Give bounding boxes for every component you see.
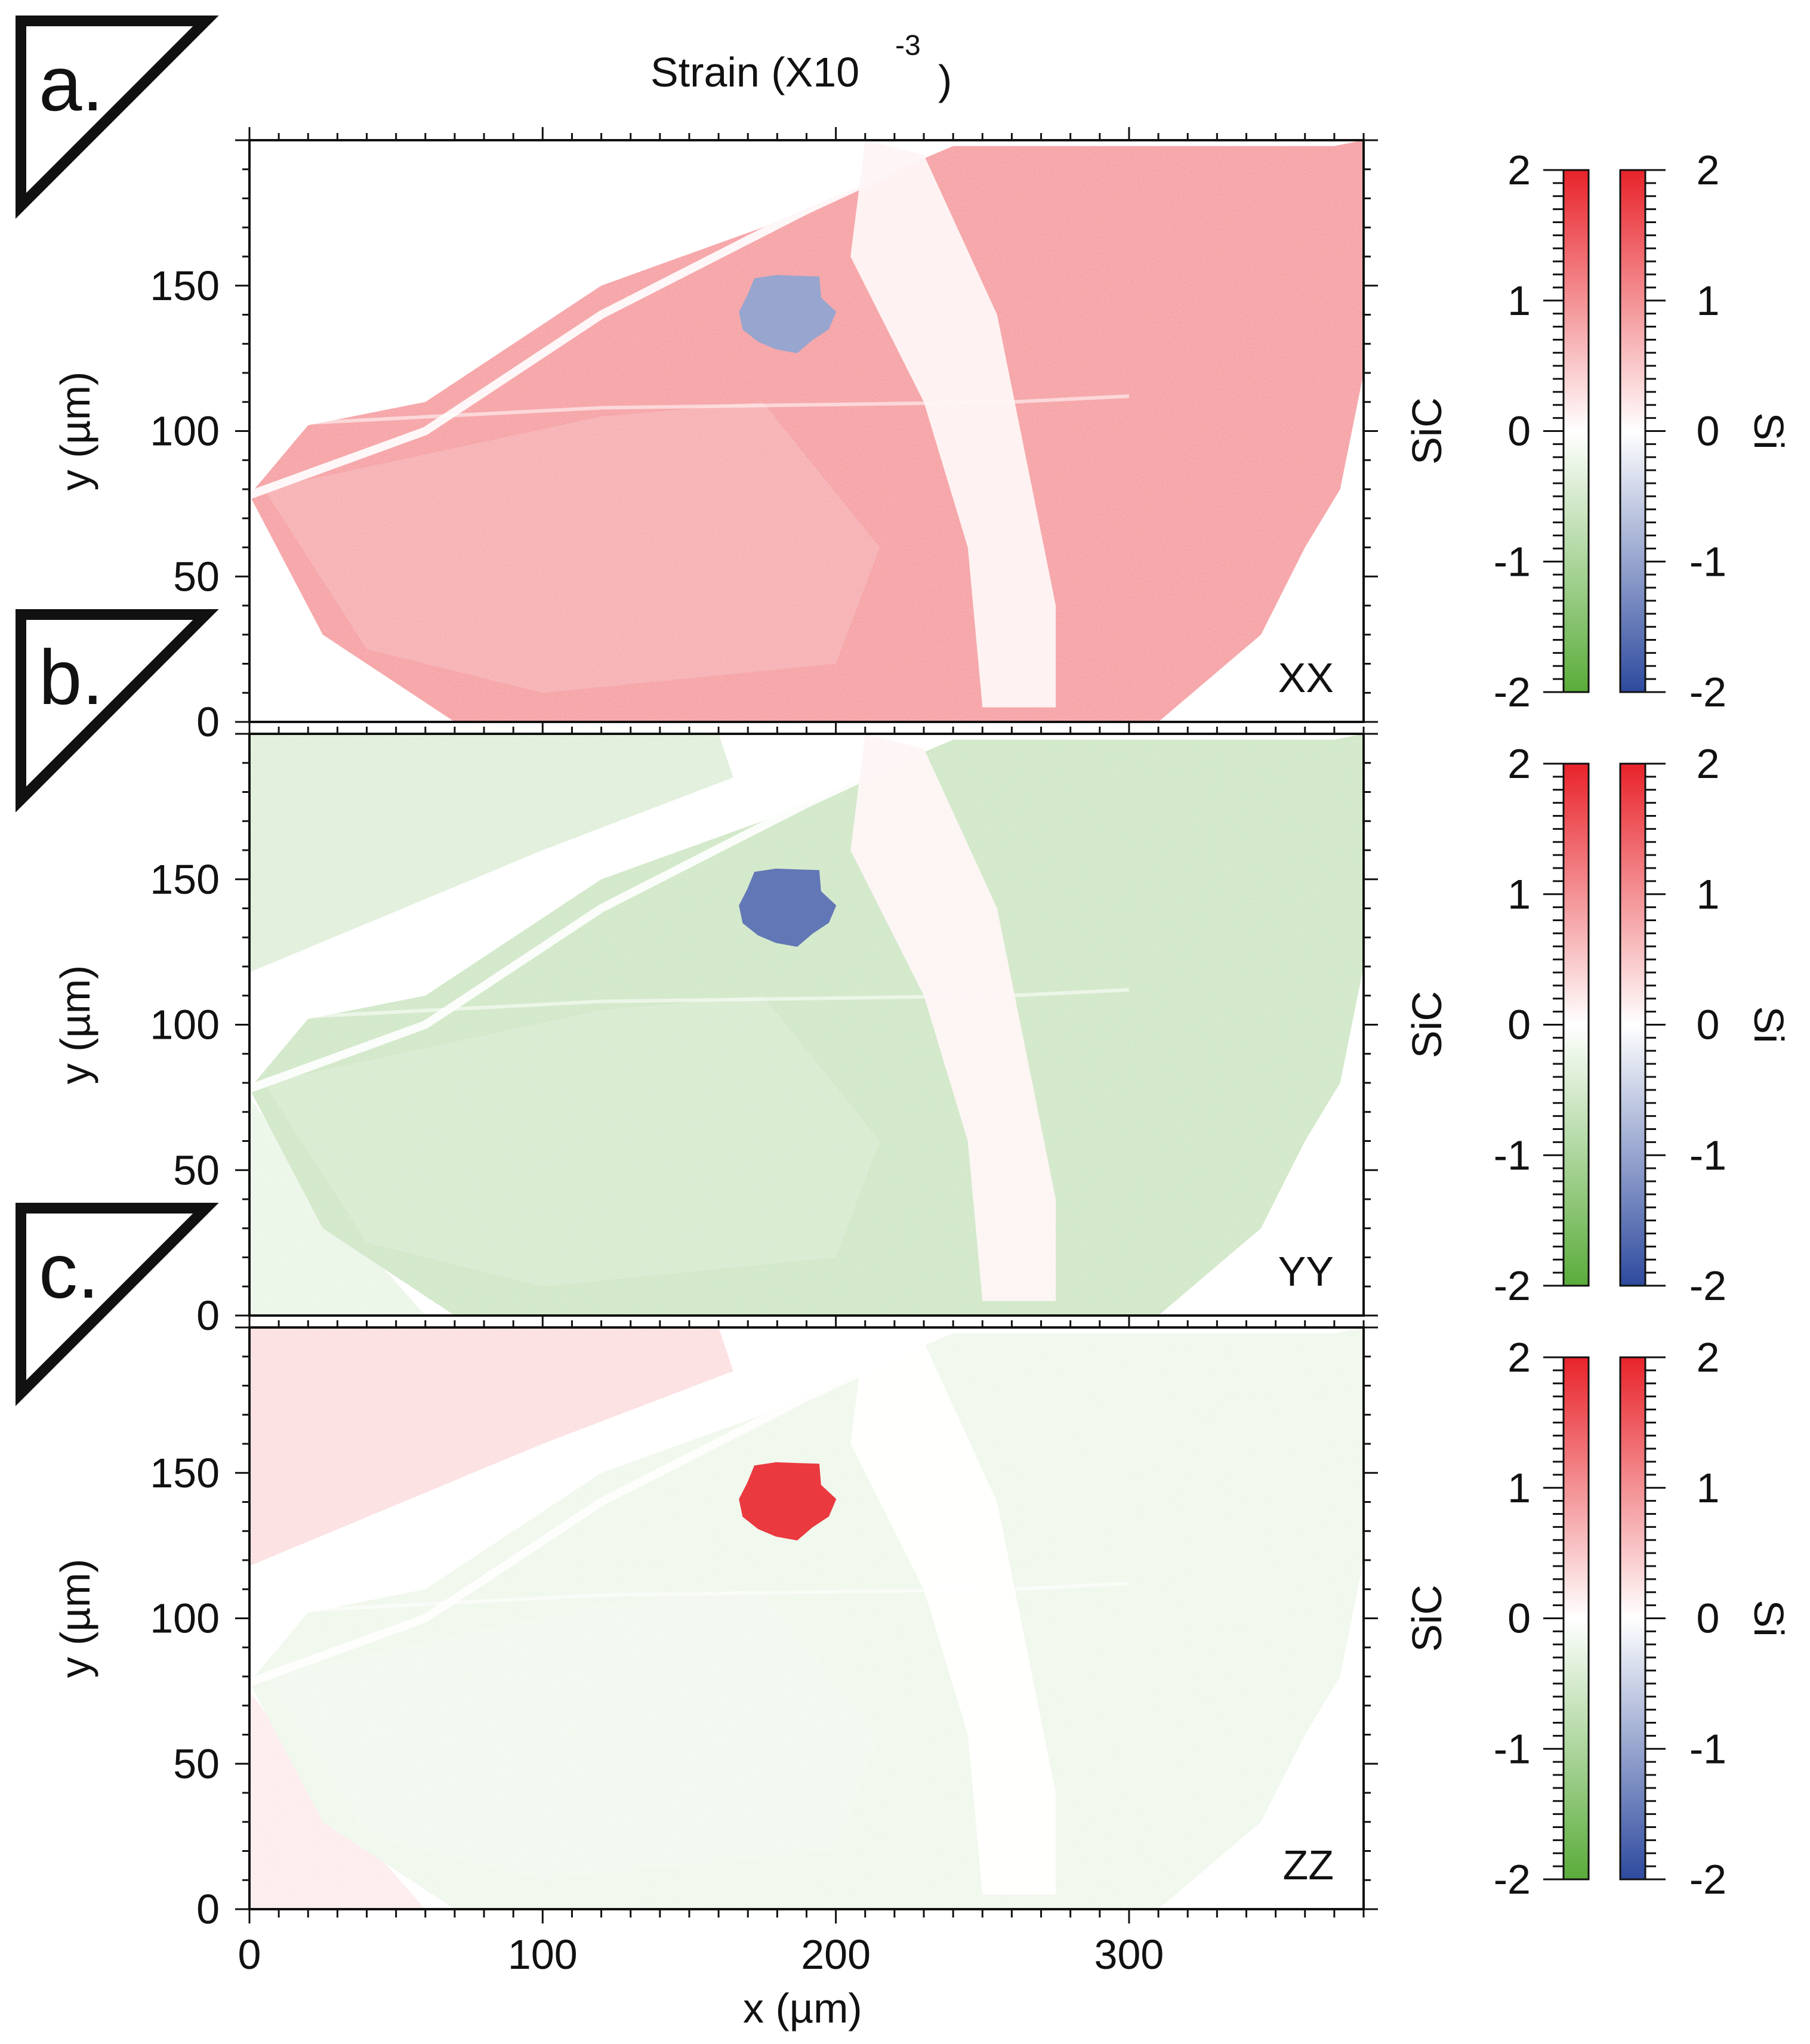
y-axis-label: y (µm) [52, 372, 98, 491]
y-tick-label: 100 [150, 1595, 220, 1642]
colorbar-si [1619, 169, 1646, 693]
heatmap-texture [249, 734, 1364, 1316]
colorbar-tick-label: 2 [1507, 1334, 1531, 1381]
y-tick-label: 0 [196, 1886, 220, 1932]
x-tick-label: 0 [238, 1931, 261, 1978]
colorbar-tick-label: -1 [1494, 538, 1531, 585]
colorbar-tick-label: -2 [1689, 1856, 1726, 1903]
panel-label: c. [39, 1227, 99, 1314]
colorbar-label-si: Si [1746, 1600, 1792, 1637]
colorbar-tick-label: 2 [1507, 147, 1531, 193]
colorbar-label-sic: SiC [1404, 991, 1450, 1058]
y-tick-label: 150 [150, 263, 220, 309]
region-si-inclusion [739, 1462, 837, 1540]
y-tick-label: 50 [173, 553, 220, 600]
colorbar-tick-label: -1 [1494, 1132, 1531, 1178]
colorbar-label-si: Si [1746, 1006, 1792, 1043]
figure-title-exponent: -3 [895, 30, 921, 61]
strain-heatmap [249, 734, 1364, 1316]
y-tick-label: 0 [196, 1292, 220, 1339]
component-label: ZZ [1282, 1842, 1334, 1888]
colorbar-sic [1562, 762, 1590, 1287]
heatmap-texture [249, 1327, 1364, 1909]
colorbar-tick-label: -1 [1494, 1725, 1531, 1772]
colorbar-tick-label: 1 [1697, 1465, 1720, 1511]
colorbar-tick-label: -2 [1689, 1262, 1726, 1309]
strain-heatmap [249, 1327, 1364, 1909]
colorbar-tick-label: 2 [1697, 1334, 1720, 1381]
y-tick-label: 0 [196, 699, 220, 745]
colorbar-sic [1562, 169, 1590, 693]
colorbar-tick-label: -2 [1494, 1856, 1531, 1903]
panel-label-triangle [16, 16, 219, 219]
colorbar-tick-label: 0 [1507, 1002, 1531, 1048]
strain-heatmap [249, 140, 1364, 722]
y-tick-label: 150 [150, 856, 220, 903]
y-tick-label: 50 [173, 1147, 220, 1193]
colorbar-tick-label: 0 [1507, 1595, 1531, 1642]
y-tick-label: 100 [150, 1002, 220, 1048]
colorbar-tick-label: 2 [1697, 147, 1720, 193]
colorbar-tick-label: -1 [1689, 538, 1726, 585]
figure-title-close: ) [938, 57, 952, 103]
region-si-inclusion [739, 868, 837, 947]
colorbar-label-sic: SiC [1404, 1585, 1450, 1652]
colorbar-si [1619, 762, 1646, 1287]
y-tick-label: 150 [150, 1450, 220, 1496]
colorbar-tick-label: 1 [1507, 1465, 1531, 1511]
colorbar-tick-label: 0 [1507, 408, 1531, 455]
colorbar-tick-label: -1 [1689, 1132, 1726, 1178]
panel-label-triangle [16, 609, 219, 813]
panel-label-triangle [16, 1203, 219, 1406]
panel-label: a. [39, 40, 103, 127]
heatmap-texture [249, 140, 1364, 722]
colorbar-tick-label: 2 [1697, 740, 1720, 787]
colorbar-tick-label: -2 [1494, 669, 1531, 715]
x-axis-label: x (µm) [743, 1985, 862, 2031]
y-tick-label: 100 [150, 408, 220, 455]
colorbar-tick-label: 1 [1507, 277, 1531, 324]
region-si-inclusion [739, 274, 837, 353]
colorbar-tick-label: 2 [1507, 740, 1531, 787]
colorbar-tick-label: -2 [1689, 669, 1726, 715]
colorbar-sic [1562, 1356, 1590, 1881]
figure-title: Strain (X10 [650, 49, 859, 95]
colorbar-tick-label: 0 [1697, 408, 1720, 455]
colorbar-tick-label: 1 [1507, 871, 1531, 918]
colorbar-label-sic: SiC [1404, 397, 1450, 465]
y-tick-label: 50 [173, 1740, 220, 1787]
x-tick-label: 200 [801, 1931, 871, 1978]
colorbar-tick-label: 1 [1697, 277, 1720, 324]
colorbar-tick-label: 0 [1697, 1002, 1720, 1048]
x-tick-label: 300 [1094, 1931, 1164, 1978]
component-label: XX [1278, 654, 1334, 701]
y-axis-label: y (µm) [52, 1559, 98, 1678]
colorbar-label-si: Si [1746, 412, 1792, 449]
component-label: YY [1278, 1248, 1334, 1295]
colorbar-tick-label: -1 [1689, 1725, 1726, 1772]
colorbar-si [1619, 1356, 1646, 1881]
panel-label: b. [39, 634, 103, 721]
colorbar-tick-label: 0 [1697, 1595, 1720, 1642]
colorbar-tick-label: 1 [1697, 871, 1720, 918]
x-tick-label: 100 [508, 1931, 578, 1978]
colorbar-tick-label: -2 [1494, 1262, 1531, 1309]
y-axis-label: y (µm) [52, 965, 98, 1085]
